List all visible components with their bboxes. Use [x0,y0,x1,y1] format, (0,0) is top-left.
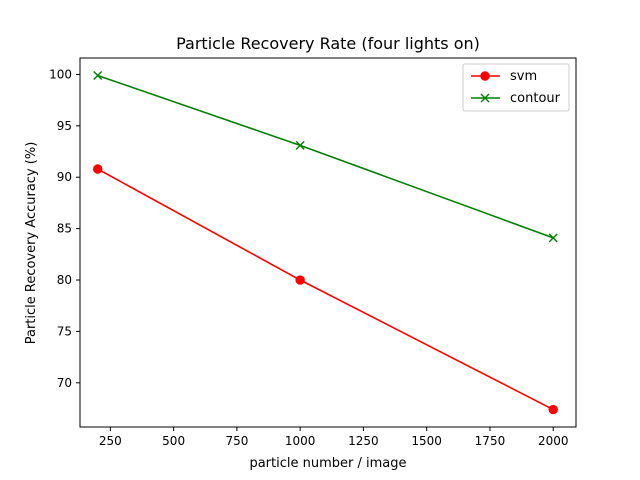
x-tick-label: 2000 [538,434,569,448]
y-tick-label: 90 [57,170,72,184]
legend-marker-contour [480,93,490,103]
data-point-contour [548,233,558,243]
legend-label-contour: contour [510,91,561,106]
x-tick-label: 250 [99,434,122,448]
data-point-contour [295,140,305,150]
legend-marker-svm [480,71,490,81]
y-tick-label: 80 [57,273,72,287]
x-tick-label: 500 [162,434,185,448]
x-axis-ticks: 250 500 750 1000 1250 1500 1750 2000 [99,427,569,448]
x-tick-label: 1000 [285,434,316,448]
x-tick-label: 1500 [411,434,442,448]
series-layer [93,70,558,415]
series-svm [93,164,558,415]
x-axis-label: particle number / image [249,456,406,471]
legend-item-svm: svm [471,69,537,84]
data-point-svm [295,275,305,285]
plot-frame [79,57,577,428]
y-axis-label: Particle Recovery Accuracy (%) [24,142,39,345]
plot-area [79,57,577,428]
chart-title: Particle Recovery Rate (four lights on) [176,34,480,53]
legend-items: svm contour [471,69,561,106]
legend-item-contour: contour [471,91,561,106]
x-tick-label: 1250 [348,434,379,448]
legend-label-svm: svm [510,69,537,84]
legend: svm contour [462,63,570,112]
y-tick-label: 85 [57,222,72,236]
x-tick-label: 750 [225,434,248,448]
series-contour [93,70,558,243]
data-point-contour [93,70,103,80]
y-axis-ticks: 70 75 80 85 90 95 100 [49,67,80,390]
y-tick-label: 95 [57,119,72,133]
data-point-svm [93,164,103,174]
x-tick-label: 1750 [475,434,506,448]
data-point-svm [548,404,558,415]
y-tick-label: 100 [49,67,72,81]
y-tick-label: 70 [57,376,72,390]
y-tick-label: 75 [57,324,72,338]
